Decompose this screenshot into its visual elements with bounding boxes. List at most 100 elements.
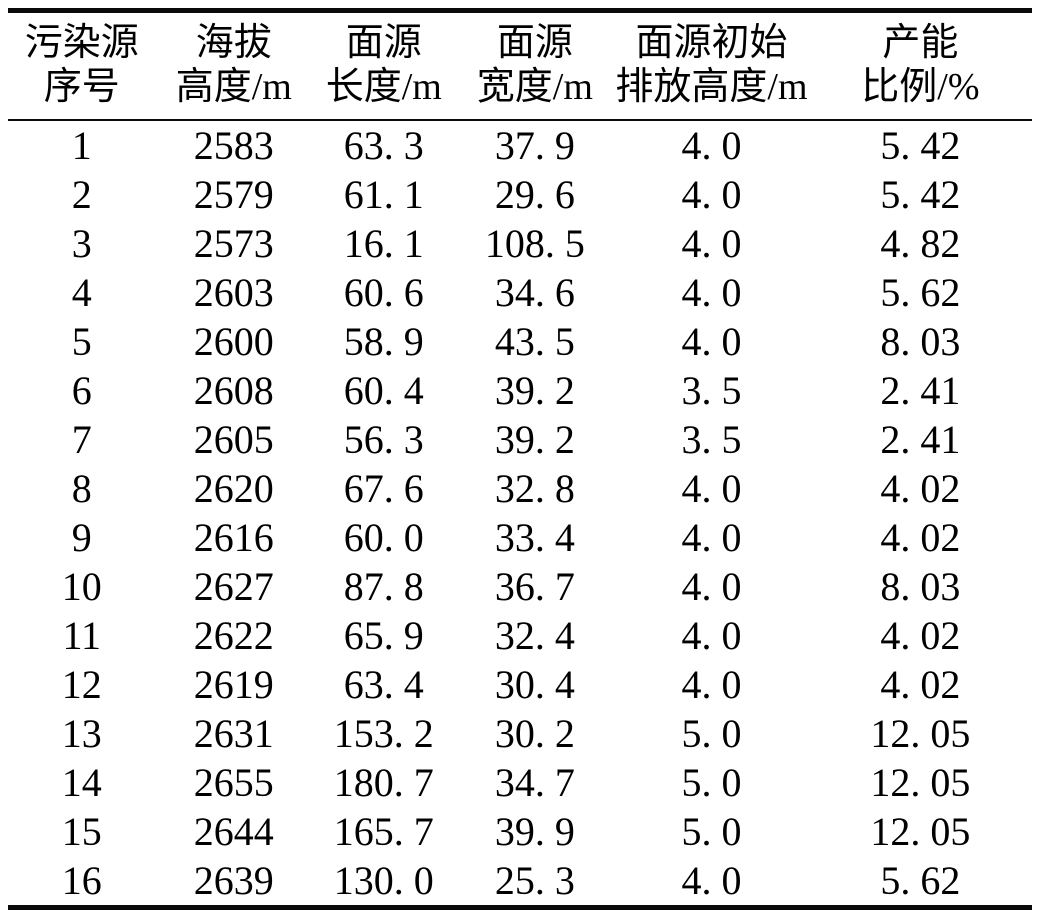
cell-elevation: 2619	[193, 662, 274, 707]
cell-capacity-ratio: 12. 05	[870, 760, 971, 805]
header-line: 序号	[43, 66, 120, 108]
col-header-initial-emission-height: 面源初始 排放高度/m	[614, 11, 809, 121]
cell-length: 87. 8	[343, 564, 424, 609]
cell-elevation: 2639	[193, 858, 274, 903]
cell-capacity-ratio: 2. 41	[880, 417, 961, 462]
col-header-elevation: 海拔 高度/m	[155, 11, 312, 121]
cell-width: 30. 4	[494, 662, 575, 707]
table-row: 9 2616 60. 0 33. 4 4. 0 4. 02	[8, 513, 1032, 562]
cell-capacity-ratio: 4. 02	[880, 662, 961, 707]
cell-initial-emission-height: 4. 0	[681, 172, 742, 217]
cell-elevation: 2622	[193, 613, 274, 658]
cell-length: 58. 9	[343, 319, 424, 364]
cell-initial-emission-height: 4. 0	[681, 662, 742, 707]
cell-source-id: 2	[71, 172, 92, 217]
header-line: 比例/%	[861, 66, 980, 108]
cell-width: 25. 3	[494, 858, 575, 903]
cell-capacity-ratio: 12. 05	[870, 809, 971, 854]
cell-length: 130. 0	[333, 858, 434, 903]
cell-width: 32. 4	[494, 613, 575, 658]
table-row: 1 2583 63. 3 37. 9 4. 0 5. 42	[8, 120, 1032, 170]
header-line: 污染源	[24, 22, 139, 64]
cell-width: 39. 9	[494, 809, 575, 854]
cell-length: 65. 9	[343, 613, 424, 658]
cell-capacity-ratio: 5. 42	[880, 123, 961, 168]
cell-width: 34. 6	[494, 270, 575, 315]
cell-capacity-ratio: 5. 62	[880, 858, 961, 903]
cell-width: 37. 9	[494, 123, 575, 168]
cell-initial-emission-height: 3. 5	[681, 417, 742, 462]
cell-source-id: 3	[71, 221, 92, 266]
header-line: 海拔	[195, 22, 272, 64]
cell-length: 56. 3	[343, 417, 424, 462]
cell-width: 43. 5	[494, 319, 575, 364]
table-row: 15 2644 165. 7 39. 9 5. 0 12. 05	[8, 807, 1032, 856]
cell-capacity-ratio: 8. 03	[880, 319, 961, 364]
cell-width: 39. 2	[494, 368, 575, 413]
cell-source-id: 7	[71, 417, 92, 462]
cell-elevation: 2579	[193, 172, 274, 217]
cell-width: 32. 8	[494, 466, 575, 511]
cell-capacity-ratio: 8. 03	[880, 564, 961, 609]
cell-width: 36. 7	[494, 564, 575, 609]
cell-elevation: 2608	[193, 368, 274, 413]
header-line: 高度/m	[175, 66, 292, 108]
table-row: 6 2608 60. 4 39. 2 3. 5 2. 41	[8, 366, 1032, 415]
cell-initial-emission-height: 4. 0	[681, 270, 742, 315]
table-header: 污染源 序号 海拔 高度/m 面源 长度/m 面源 宽度/m 面源初始 排放	[8, 11, 1032, 121]
header-line: 面源	[496, 22, 573, 64]
col-header-capacity-ratio: 产能 比例/%	[809, 11, 1032, 121]
cell-elevation: 2620	[193, 466, 274, 511]
cell-capacity-ratio: 4. 82	[880, 221, 961, 266]
cell-elevation: 2627	[193, 564, 274, 609]
cell-initial-emission-height: 4. 0	[681, 221, 742, 266]
table-row: 13 2631 153. 2 30. 2 5. 0 12. 05	[8, 709, 1032, 758]
cell-elevation: 2616	[193, 515, 274, 560]
table-body: 1 2583 63. 3 37. 9 4. 0 5. 42 2 2579 61.…	[8, 120, 1032, 908]
cell-length: 61. 1	[343, 172, 424, 217]
cell-width: 39. 2	[494, 417, 575, 462]
table-row: 5 2600 58. 9 43. 5 4. 0 8. 03	[8, 317, 1032, 366]
cell-length: 63. 3	[343, 123, 424, 168]
col-header-source-id: 污染源 序号	[8, 11, 155, 121]
cell-source-id: 4	[71, 270, 92, 315]
cell-length: 60. 4	[343, 368, 424, 413]
col-header-length: 面源 长度/m	[312, 11, 455, 121]
cell-source-id: 14	[61, 760, 102, 805]
cell-initial-emission-height: 4. 0	[681, 466, 742, 511]
cell-source-id: 11	[62, 613, 101, 658]
cell-elevation: 2605	[193, 417, 274, 462]
cell-source-id: 16	[61, 858, 102, 903]
cell-source-id: 9	[71, 515, 92, 560]
cell-elevation: 2583	[193, 123, 274, 168]
cell-width: 30. 2	[494, 711, 575, 756]
header-line: 排放高度/m	[615, 66, 808, 108]
cell-width: 33. 4	[494, 515, 575, 560]
table-row: 7 2605 56. 3 39. 2 3. 5 2. 41	[8, 415, 1032, 464]
cell-source-id: 6	[71, 368, 92, 413]
table-row: 2 2579 61. 1 29. 6 4. 0 5. 42	[8, 170, 1032, 219]
cell-length: 165. 7	[333, 809, 434, 854]
cell-elevation: 2600	[193, 319, 274, 364]
cell-source-id: 10	[61, 564, 102, 609]
cell-length: 60. 6	[343, 270, 424, 315]
cell-initial-emission-height: 3. 5	[681, 368, 742, 413]
table-row: 4 2603 60. 6 34. 6 4. 0 5. 62	[8, 268, 1032, 317]
table-row: 16 2639 130. 0 25. 3 4. 0 5. 62	[8, 856, 1032, 908]
col-header-width: 面源 宽度/m	[455, 11, 614, 121]
cell-capacity-ratio: 2. 41	[880, 368, 961, 413]
cell-initial-emission-height: 4. 0	[681, 564, 742, 609]
cell-elevation: 2573	[193, 221, 274, 266]
cell-capacity-ratio: 4. 02	[880, 466, 961, 511]
cell-source-id: 5	[71, 319, 92, 364]
cell-capacity-ratio: 4. 02	[880, 613, 961, 658]
table-row: 14 2655 180. 7 34. 7 5. 0 12. 05	[8, 758, 1032, 807]
cell-source-id: 12	[61, 662, 102, 707]
header-line: 产能	[882, 22, 959, 64]
cell-length: 67. 6	[343, 466, 424, 511]
cell-capacity-ratio: 5. 62	[880, 270, 961, 315]
table-row: 12 2619 63. 4 30. 4 4. 0 4. 02	[8, 660, 1032, 709]
cell-source-id: 15	[61, 809, 102, 854]
header-row: 污染源 序号 海拔 高度/m 面源 长度/m 面源 宽度/m 面源初始 排放	[8, 11, 1032, 121]
